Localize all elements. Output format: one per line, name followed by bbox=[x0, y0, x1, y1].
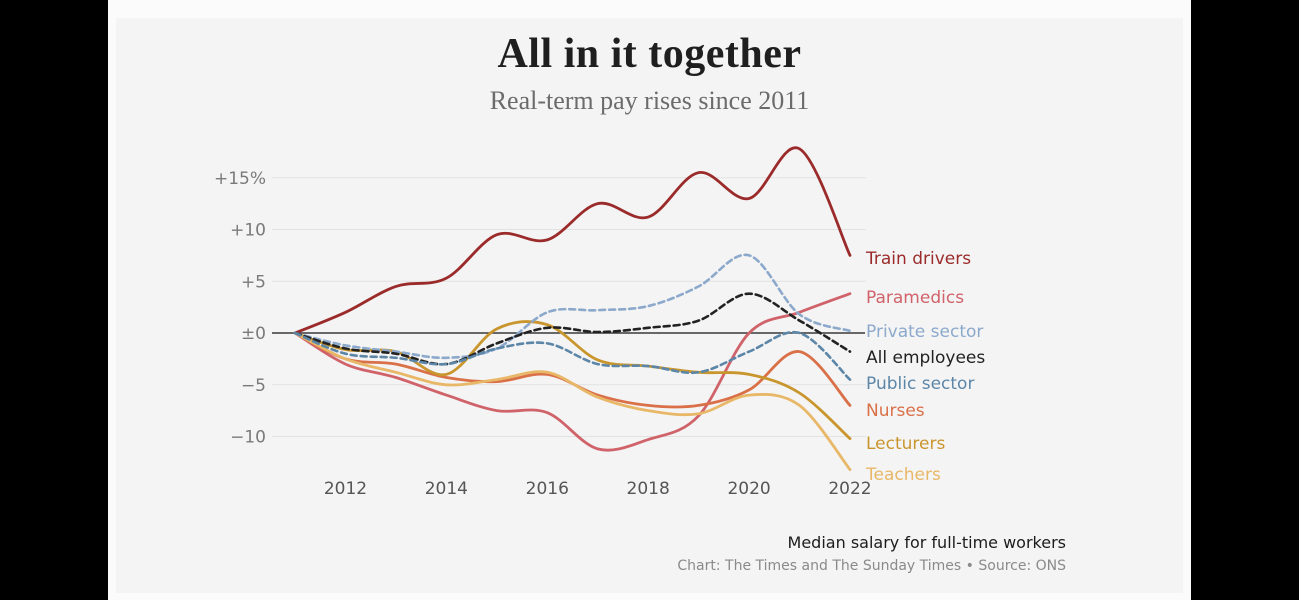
grid-layer bbox=[272, 177, 866, 437]
x-tick-label: 2012 bbox=[324, 479, 367, 499]
series-label-teachers: Teachers bbox=[865, 465, 941, 485]
y-tick-label: +10 bbox=[230, 221, 266, 241]
series-label-lecturers: Lecturers bbox=[866, 434, 945, 454]
series-layer bbox=[293, 146, 852, 471]
series-line-public-sector bbox=[293, 330, 852, 381]
series-label-public-sector: Public sector bbox=[866, 374, 974, 394]
y-tick-label: +15% bbox=[214, 169, 266, 189]
chart-subtitle: Real-term pay rises since 2011 bbox=[489, 86, 810, 115]
series-line-private-sector bbox=[293, 253, 852, 360]
x-tick-label: 2014 bbox=[425, 479, 468, 499]
axis-layer: +15% +10 +5 ±0 −5 −10 2012 2014 2016 2018 2020 2022 bbox=[214, 169, 872, 499]
series-line-paramedics bbox=[293, 292, 852, 452]
series-label-nurses: Nurses bbox=[866, 401, 925, 421]
x-tick-label: 2020 bbox=[727, 479, 770, 499]
label-layer: Train drivers Paramedics Private sector All… bbox=[865, 249, 985, 485]
footnote: Median salary for full-time workers bbox=[787, 533, 1066, 552]
y-tick-label: −5 bbox=[241, 376, 266, 396]
x-tick-label: 2016 bbox=[526, 479, 569, 499]
slide bbox=[108, 0, 1191, 600]
x-tick-label: 2022 bbox=[828, 479, 871, 499]
chart-title: All in it together bbox=[497, 31, 802, 77]
y-tick-label: ±0 bbox=[241, 324, 266, 344]
series-line-all-employees bbox=[293, 292, 852, 366]
source-credit: Chart: The Times and The Sunday Times • … bbox=[677, 558, 1066, 574]
series-label-paramedics: Paramedics bbox=[866, 288, 964, 308]
series-line-nurses bbox=[293, 331, 852, 409]
y-tick-label: −10 bbox=[230, 428, 266, 448]
series-label-private-sector: Private sector bbox=[866, 322, 983, 342]
y-tick-label: +5 bbox=[241, 272, 266, 292]
series-line-train-drivers bbox=[293, 146, 852, 335]
series-line-teachers bbox=[293, 331, 852, 471]
series-label-train-drivers: Train drivers bbox=[865, 249, 971, 269]
series-label-all-employees: All employees bbox=[866, 348, 985, 368]
series-line-lecturers bbox=[293, 320, 852, 440]
x-tick-label: 2018 bbox=[627, 479, 670, 499]
